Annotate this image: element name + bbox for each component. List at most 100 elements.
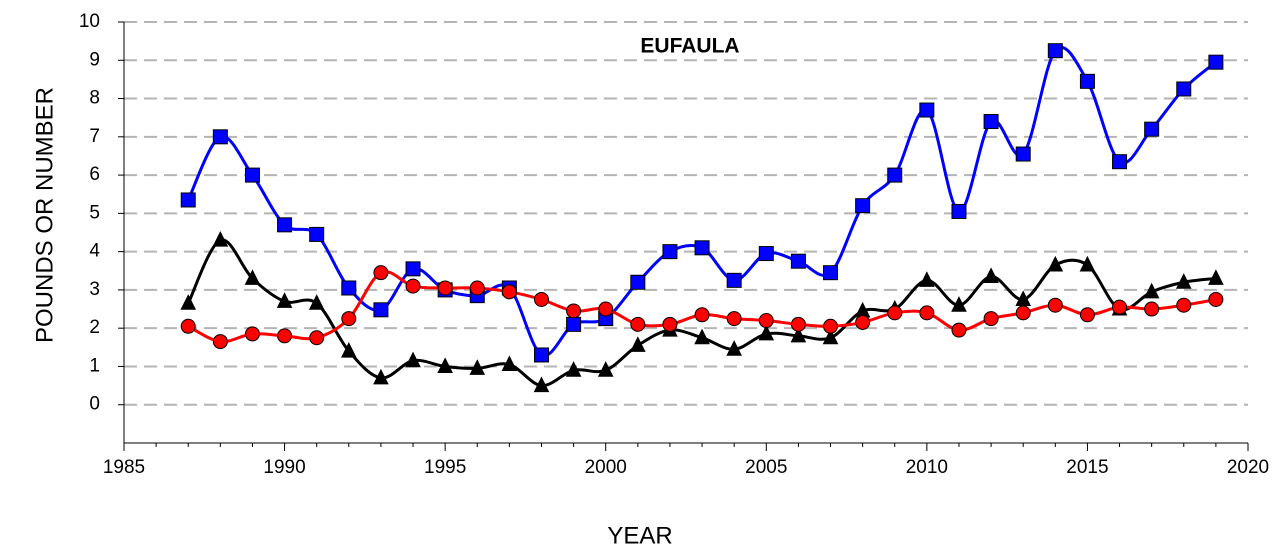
marker xyxy=(244,167,260,183)
marker xyxy=(1015,146,1031,162)
marker xyxy=(1047,255,1064,272)
marker xyxy=(533,347,549,363)
marker xyxy=(951,203,967,219)
marker xyxy=(341,311,357,327)
marker xyxy=(373,368,389,385)
marker xyxy=(1208,269,1224,285)
marker xyxy=(758,313,774,329)
marker xyxy=(180,318,196,334)
marker xyxy=(1112,299,1128,315)
marker xyxy=(758,246,774,262)
marker xyxy=(758,324,775,341)
marker xyxy=(437,280,453,296)
marker xyxy=(630,336,646,352)
x-axis-title: YEAR xyxy=(607,522,672,549)
marker xyxy=(1047,297,1063,313)
x-tick-label: 2015 xyxy=(1066,457,1108,478)
marker xyxy=(1176,297,1192,313)
marker xyxy=(694,307,710,323)
marker xyxy=(983,267,999,284)
marker xyxy=(919,102,935,118)
y-tick-label: 10 xyxy=(79,11,100,32)
marker xyxy=(951,322,967,338)
marker xyxy=(309,226,325,242)
marker xyxy=(373,265,389,281)
marker xyxy=(277,217,293,233)
marker xyxy=(308,294,325,310)
marker xyxy=(340,342,357,358)
marker xyxy=(1015,305,1031,321)
marker xyxy=(212,129,228,145)
marker xyxy=(919,271,935,287)
marker xyxy=(180,192,196,208)
x-tick-label: 2010 xyxy=(906,457,948,478)
marker xyxy=(726,311,742,327)
marker xyxy=(1079,255,1096,272)
marker xyxy=(373,302,389,318)
y-tick-label: 5 xyxy=(89,202,100,223)
marker xyxy=(566,316,582,332)
marker xyxy=(533,376,550,393)
marker xyxy=(887,167,903,183)
marker xyxy=(1208,291,1224,307)
marker xyxy=(726,340,742,356)
marker xyxy=(1143,282,1160,299)
y-tick-label: 0 xyxy=(89,394,100,415)
marker xyxy=(244,269,261,285)
marker xyxy=(212,334,228,350)
marker xyxy=(887,305,903,321)
marker xyxy=(501,355,518,372)
marker xyxy=(662,244,678,260)
marker xyxy=(565,361,582,377)
marker xyxy=(790,326,807,343)
marker xyxy=(180,294,197,310)
marker xyxy=(1176,81,1192,97)
marker xyxy=(662,316,678,332)
y-tick-label: 7 xyxy=(89,126,100,147)
y-axis-title: POUNDS OR NUMBER xyxy=(31,87,58,343)
marker xyxy=(1144,301,1160,317)
marker xyxy=(1144,121,1160,137)
marker xyxy=(1112,154,1128,170)
marker xyxy=(983,114,999,130)
marker xyxy=(405,278,421,294)
marker xyxy=(1175,273,1192,289)
marker xyxy=(244,326,260,342)
marker xyxy=(1208,54,1224,70)
marker xyxy=(630,274,646,290)
y-tick-label: 8 xyxy=(89,88,100,109)
chart-title: EUFAULA xyxy=(640,35,739,58)
x-tick-label: 1990 xyxy=(263,457,305,478)
marker xyxy=(533,291,549,307)
marker xyxy=(276,292,293,308)
x-tick-label: 2005 xyxy=(745,457,787,478)
marker xyxy=(855,314,871,330)
marker xyxy=(919,305,935,321)
y-tick-label: 3 xyxy=(89,279,100,300)
marker xyxy=(341,280,357,296)
x-tick-label: 1995 xyxy=(424,457,466,478)
marker xyxy=(822,328,839,345)
y-tick-label: 1 xyxy=(89,355,100,376)
marker xyxy=(1079,73,1095,89)
marker xyxy=(469,280,485,296)
marker xyxy=(823,318,839,334)
marker xyxy=(469,359,486,375)
marker xyxy=(212,231,229,247)
marker xyxy=(277,328,293,344)
y-tick-label: 9 xyxy=(89,49,100,70)
marker xyxy=(694,240,710,256)
marker xyxy=(597,361,614,377)
marker xyxy=(598,301,614,317)
x-tick-label: 1985 xyxy=(103,457,145,478)
y-tick-label: 4 xyxy=(89,241,100,262)
marker xyxy=(694,328,710,345)
marker xyxy=(405,261,421,277)
marker xyxy=(501,284,517,300)
y-tick-label: 2 xyxy=(89,317,100,338)
marker xyxy=(309,330,325,346)
marker xyxy=(823,265,839,281)
marker xyxy=(1079,307,1095,323)
marker xyxy=(1047,43,1063,59)
